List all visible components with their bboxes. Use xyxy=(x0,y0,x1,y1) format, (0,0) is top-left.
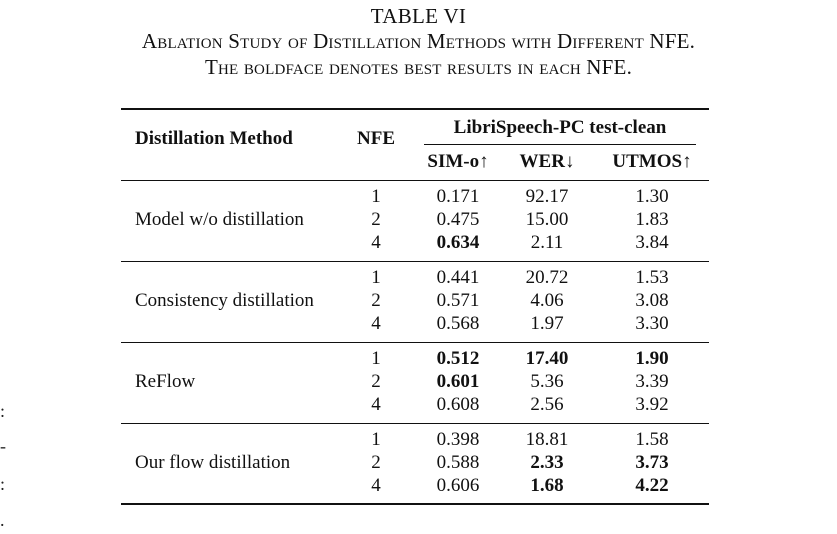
cell-utmos-best: 3.73 xyxy=(635,452,669,473)
cell-sim: 0.475 xyxy=(436,209,480,230)
cell-sim: 0.571 xyxy=(436,290,480,311)
group-underline xyxy=(424,144,696,145)
cell-wer-best: 1.68 xyxy=(530,475,564,496)
top-rule xyxy=(121,108,709,110)
cell-utmos: 3.92 xyxy=(635,394,669,415)
cell-utmos-best: 1.90 xyxy=(635,348,669,369)
cell-utmos: 1.30 xyxy=(635,186,669,207)
header-nfe: NFE xyxy=(357,128,395,149)
group-rule xyxy=(121,423,709,424)
cell-utmos: 1.53 xyxy=(635,267,669,288)
cell-sim: 0.606 xyxy=(436,475,480,496)
group-method-0: Model w/o distillation xyxy=(135,209,304,230)
group-method-2: ReFlow xyxy=(135,371,196,392)
cell-utmos: 3.39 xyxy=(635,371,669,392)
margin-fragment: : xyxy=(0,401,6,421)
cell-nfe: 1 xyxy=(371,348,381,369)
header-rule xyxy=(121,180,709,181)
cell-sim-best: 0.634 xyxy=(436,232,480,253)
group-method-3: Our flow distillation xyxy=(135,452,291,473)
cell-nfe: 4 xyxy=(371,475,381,496)
cell-wer: 5.36 xyxy=(530,371,564,392)
cell-utmos-best: 4.22 xyxy=(635,475,669,496)
cell-wer: 4.06 xyxy=(530,290,564,311)
cell-wer: 2.11 xyxy=(530,232,564,253)
cell-sim: 0.568 xyxy=(436,313,480,334)
cell-nfe: 4 xyxy=(371,313,381,334)
cell-wer: 15.00 xyxy=(525,209,569,230)
cell-nfe: 2 xyxy=(371,371,381,392)
caption-line-1: Ablation Study of Distillation Methods w… xyxy=(141,29,696,53)
cell-sim: 0.441 xyxy=(436,267,480,288)
table-caption: TABLE VI Ablation Study of Distillation … xyxy=(0,4,837,80)
cell-wer-best: 17.40 xyxy=(525,348,569,369)
header-wer: WER↓ xyxy=(519,151,575,172)
cell-wer: 18.81 xyxy=(525,429,569,450)
cell-nfe: 1 xyxy=(371,429,381,450)
header-sim: SIM-o↑ xyxy=(427,151,489,172)
table-label: TABLE VI xyxy=(370,4,467,28)
cell-nfe: 2 xyxy=(371,452,381,473)
cell-sim: 0.171 xyxy=(436,186,480,207)
cell-nfe: 4 xyxy=(371,232,381,253)
margin-fragment: : xyxy=(0,474,6,494)
cell-utmos: 3.84 xyxy=(635,232,669,253)
cell-wer: 92.17 xyxy=(525,186,569,207)
caption-line-2: The boldface denotes best results in eac… xyxy=(204,55,633,79)
header-utmos: UTMOS↑ xyxy=(612,151,692,172)
cell-utmos: 3.08 xyxy=(635,290,669,311)
cell-sim: 0.398 xyxy=(436,429,480,450)
margin-fragment: . xyxy=(0,510,5,530)
bottom-rule xyxy=(121,503,709,505)
cell-wer: 1.97 xyxy=(530,313,564,334)
header-dataset-group: LibriSpeech-PC test-clean xyxy=(453,117,667,138)
cell-wer: 2.56 xyxy=(530,394,564,415)
cell-sim-best: 0.601 xyxy=(436,371,480,392)
cell-utmos: 3.30 xyxy=(635,313,669,334)
cell-nfe: 1 xyxy=(371,186,381,207)
group-rule xyxy=(121,342,709,343)
margin-fragment: - xyxy=(0,436,6,456)
cell-sim-best: 0.512 xyxy=(436,348,480,369)
group-method-1: Consistency distillation xyxy=(135,290,314,311)
cell-sim: 0.608 xyxy=(436,394,480,415)
cell-sim: 0.588 xyxy=(436,452,480,473)
header-method: Distillation Method xyxy=(135,128,293,149)
cell-wer-best: 2.33 xyxy=(530,452,564,473)
cell-nfe: 4 xyxy=(371,394,381,415)
cell-nfe: 1 xyxy=(371,267,381,288)
cell-wer: 20.72 xyxy=(525,267,569,288)
cell-nfe: 2 xyxy=(371,209,381,230)
cell-nfe: 2 xyxy=(371,290,381,311)
cell-utmos: 1.58 xyxy=(635,429,669,450)
group-rule xyxy=(121,261,709,262)
cell-utmos: 1.83 xyxy=(635,209,669,230)
